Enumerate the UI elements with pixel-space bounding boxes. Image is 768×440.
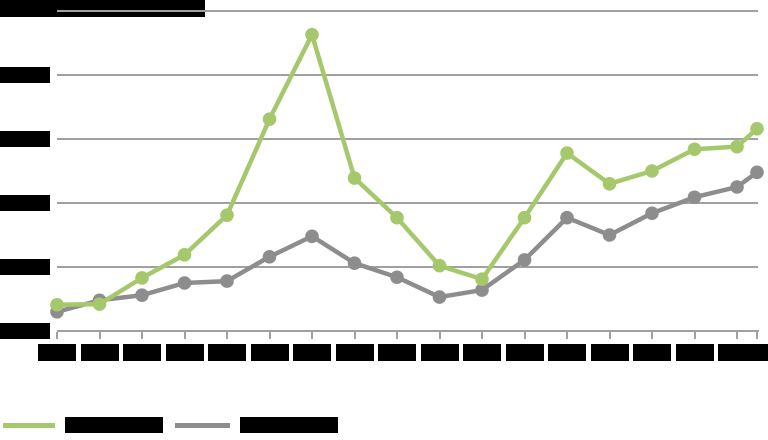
series-2-marker — [390, 270, 404, 285]
x-axis-label-redacted-bar — [738, 344, 768, 361]
series-2-marker — [560, 210, 574, 225]
x-axis-label-redacted-bar — [378, 344, 416, 361]
x-axis-tick — [608, 332, 611, 339]
legend-swatch-series-1 — [3, 423, 55, 428]
x-axis-tick — [693, 332, 696, 339]
series-1-marker — [135, 271, 149, 285]
series-2-marker — [602, 228, 617, 242]
x-axis-label-redacted-bar — [80, 344, 119, 361]
chart-title-redacted-bar — [0, 0, 205, 17]
series-2-marker — [177, 276, 192, 290]
series-2-marker — [517, 253, 532, 267]
x-axis-label-redacted-bar — [590, 344, 629, 361]
series-1-marker — [347, 171, 362, 185]
series-2-marker — [135, 288, 149, 302]
series-1-marker — [645, 164, 659, 178]
series-2-marker — [305, 229, 319, 244]
gridline — [57, 138, 758, 140]
y-axis-label-redacted-bar — [0, 195, 50, 211]
x-axis-tick — [183, 332, 186, 339]
series-1-marker — [687, 142, 702, 157]
legend-swatch-series-2 — [175, 423, 230, 428]
series-1-marker — [517, 210, 532, 225]
x-axis-label-redacted-bar — [633, 344, 671, 361]
x-axis-label-redacted-bar — [165, 344, 204, 361]
x-axis-tick — [736, 332, 738, 339]
series-1-marker — [730, 139, 744, 154]
x-axis-tick — [756, 332, 758, 339]
series-2-marker — [432, 290, 447, 304]
series-1-marker — [50, 297, 64, 312]
x-axis-label-redacted-bar — [123, 344, 161, 361]
x-axis-tick — [56, 332, 58, 339]
series-2-line — [54, 170, 760, 315]
legend-label-redacted-bar-1 — [65, 417, 163, 433]
gridline — [57, 202, 758, 204]
x-axis-tick — [226, 332, 228, 339]
x-axis-label-redacted-bar — [38, 344, 76, 361]
gridline — [57, 74, 758, 76]
x-axis-label-redacted-bar — [420, 344, 459, 361]
series-2-marker — [262, 249, 277, 264]
x-axis-label-redacted-bar — [250, 344, 289, 361]
series-2-marker — [475, 283, 489, 297]
series-1-marker — [432, 258, 447, 273]
gridline — [57, 266, 758, 268]
x-axis-tick — [651, 332, 653, 339]
x-axis-tick — [438, 332, 441, 339]
series-1-line — [54, 32, 760, 308]
x-axis-tick — [523, 332, 526, 339]
series-1-marker — [220, 208, 234, 222]
x-axis-tick — [141, 332, 143, 339]
x-axis-tick — [481, 332, 483, 339]
series-2-marker — [347, 256, 362, 270]
series-1-marker — [262, 112, 277, 126]
x-axis-tick — [98, 332, 101, 339]
x-axis-tick — [566, 332, 568, 339]
x-axis-label-redacted-bar — [675, 344, 714, 361]
series-2-marker — [730, 180, 744, 194]
series-1-marker — [560, 146, 574, 160]
x-axis-tick — [268, 332, 271, 339]
series-1-marker — [602, 177, 617, 191]
series-1-marker — [390, 210, 404, 225]
legend-label-redacted-bar-2 — [240, 417, 338, 433]
x-axis-label-redacted-bar — [208, 344, 246, 361]
y-axis-label-redacted-bar — [0, 67, 50, 83]
series-2-marker — [220, 274, 234, 288]
x-axis-tick — [353, 332, 356, 339]
y-axis-label-redacted-bar — [0, 259, 50, 275]
series-2-marker — [645, 206, 659, 221]
gridline — [57, 10, 758, 12]
x-axis-tick — [311, 332, 313, 339]
x-axis-label-redacted-bar — [293, 344, 331, 361]
series-1-marker — [750, 121, 764, 136]
y-axis-label-redacted-bar — [0, 131, 50, 147]
series-1-marker — [305, 27, 319, 42]
x-axis-label-redacted-bar — [335, 344, 374, 361]
x-axis-label-redacted-bar — [548, 344, 586, 361]
series-1-marker — [475, 272, 489, 286]
series-1-marker — [177, 248, 192, 262]
x-axis-line — [57, 330, 759, 332]
x-axis-label-redacted-bar — [463, 344, 501, 361]
x-axis-tick — [396, 332, 398, 339]
series-2-marker — [750, 165, 764, 180]
x-axis-label-redacted-bar — [505, 344, 544, 361]
series-1-marker — [92, 297, 107, 311]
y-axis-label-redacted-bar — [0, 323, 50, 339]
series-2-marker — [687, 190, 702, 205]
